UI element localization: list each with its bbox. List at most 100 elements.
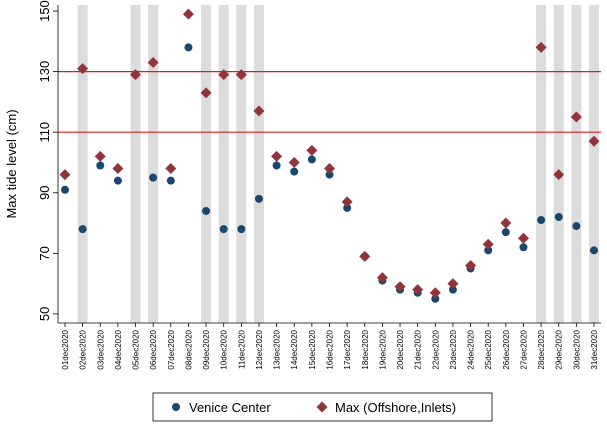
- point: [78, 225, 87, 234]
- x-tick-label: 11dec2020: [237, 329, 246, 369]
- point: [484, 246, 493, 255]
- y-tick-label: 130: [37, 61, 52, 83]
- legend-marker: [316, 401, 328, 413]
- shade-bar: [553, 5, 564, 323]
- point: [200, 87, 212, 99]
- point: [166, 176, 175, 185]
- point: [501, 228, 510, 237]
- point: [341, 196, 353, 208]
- point: [254, 194, 263, 203]
- point: [94, 150, 106, 162]
- x-tick-label: 28dec2020: [537, 329, 546, 369]
- x-tick-label: 22dec2020: [431, 329, 440, 369]
- point: [306, 144, 318, 156]
- point: [59, 169, 71, 181]
- x-tick-label: 30dec2020: [572, 329, 581, 369]
- x-tick-label: 23dec2020: [449, 329, 458, 369]
- y-tick-label: 90: [37, 186, 52, 200]
- point: [537, 216, 546, 225]
- point: [149, 173, 158, 182]
- point: [165, 163, 177, 175]
- x-tick-label: 04dec2020: [114, 329, 123, 369]
- point: [535, 41, 547, 53]
- x-tick-label: 15dec2020: [308, 329, 317, 369]
- x-tick-label: 05dec2020: [132, 329, 141, 369]
- point: [588, 135, 600, 147]
- point: [590, 246, 598, 255]
- point: [184, 43, 193, 52]
- x-tick-label: 13dec2020: [273, 329, 282, 369]
- point: [412, 284, 424, 296]
- shade-bar: [589, 5, 599, 323]
- point: [482, 238, 494, 250]
- shade-bar: [77, 5, 88, 323]
- point: [343, 203, 352, 212]
- y-tick-label: 50: [37, 307, 52, 321]
- point: [219, 225, 228, 234]
- x-tick-label: 10dec2020: [220, 329, 229, 369]
- point: [271, 150, 283, 162]
- point: [130, 69, 142, 81]
- x-tick-label: 01dec2020: [61, 329, 70, 369]
- point: [237, 225, 246, 234]
- point: [112, 163, 124, 175]
- x-tick-label: 21dec2020: [414, 329, 423, 369]
- x-tick-label: 02dec2020: [79, 329, 88, 369]
- point: [324, 163, 335, 175]
- x-tick-label: 29dec2020: [555, 329, 564, 369]
- legend-label: Max (Offshore,Inlets): [335, 400, 456, 415]
- point: [394, 281, 406, 293]
- point: [448, 285, 457, 294]
- point: [554, 213, 563, 221]
- point: [376, 272, 388, 284]
- x-tick-label: 18dec2020: [361, 329, 370, 369]
- point: [553, 169, 565, 181]
- y-axis-label: Max tide level (cm): [4, 109, 19, 218]
- point: [325, 170, 334, 179]
- shade-bar: [253, 5, 264, 323]
- point: [96, 161, 105, 170]
- x-tick-label: 06dec2020: [149, 329, 158, 369]
- point: [572, 222, 581, 231]
- shade-bar: [201, 5, 212, 323]
- point: [431, 294, 440, 303]
- point: [253, 105, 265, 117]
- point: [290, 167, 299, 176]
- y-tick-label: 110: [37, 122, 52, 143]
- point: [447, 278, 459, 290]
- x-tick-label: 27dec2020: [519, 329, 528, 369]
- x-tick-label: 24dec2020: [467, 329, 476, 369]
- x-tick-label: 07dec2020: [167, 329, 176, 369]
- point: [500, 217, 512, 229]
- x-tick-label: 16dec2020: [326, 329, 335, 369]
- shade-bar: [236, 5, 247, 323]
- x-tick-label: 26dec2020: [502, 329, 511, 369]
- point: [182, 8, 194, 20]
- point: [570, 111, 582, 123]
- point: [465, 259, 477, 271]
- shade-bar: [571, 5, 582, 323]
- x-tick-label: 31dec2020: [590, 329, 599, 369]
- x-tick-label: 14dec2020: [290, 329, 299, 369]
- point: [77, 63, 89, 75]
- x-tick-label: 17dec2020: [343, 329, 352, 369]
- x-tick-label: 09dec2020: [202, 329, 211, 369]
- x-tick-label: 25dec2020: [484, 329, 493, 369]
- point: [429, 287, 441, 299]
- point: [218, 69, 230, 81]
- point: [147, 57, 159, 69]
- x-tick-label: 08dec2020: [184, 329, 193, 369]
- x-tick-label: 20dec2020: [396, 329, 405, 369]
- point: [359, 250, 371, 262]
- shade-bar: [130, 5, 141, 323]
- point: [61, 185, 69, 194]
- legend-marker: [172, 403, 180, 411]
- shade-bar: [218, 5, 229, 323]
- x-tick-label: 03dec2020: [96, 329, 105, 369]
- shade-bar: [148, 5, 159, 323]
- point: [202, 206, 211, 215]
- point: [307, 155, 316, 164]
- point: [517, 232, 529, 244]
- point: [272, 161, 281, 170]
